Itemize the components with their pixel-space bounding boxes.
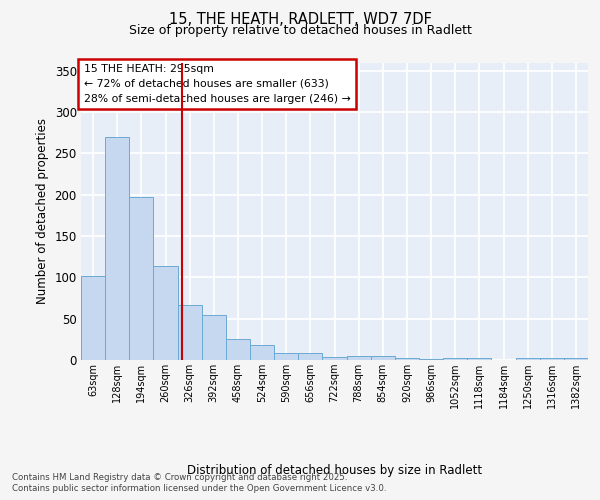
Bar <box>347 356 371 360</box>
Bar <box>395 358 419 360</box>
Y-axis label: Number of detached properties: Number of detached properties <box>36 118 49 304</box>
Bar <box>178 304 202 360</box>
Text: 15, THE HEATH, RADLETT, WD7 7DF: 15, THE HEATH, RADLETT, WD7 7DF <box>169 12 431 28</box>
X-axis label: Distribution of detached houses by size in Radlett: Distribution of detached houses by size … <box>187 464 482 477</box>
Text: Contains public sector information licensed under the Open Government Licence v3: Contains public sector information licen… <box>12 484 386 493</box>
Text: Size of property relative to detached houses in Radlett: Size of property relative to detached ho… <box>128 24 472 37</box>
Bar <box>443 358 467 360</box>
Bar <box>540 358 564 360</box>
Bar <box>226 338 250 360</box>
Bar <box>371 356 395 360</box>
Text: 15 THE HEATH: 295sqm
← 72% of detached houses are smaller (633)
28% of semi-deta: 15 THE HEATH: 295sqm ← 72% of detached h… <box>83 64 350 104</box>
Bar <box>129 197 154 360</box>
Bar <box>467 358 491 360</box>
Bar <box>202 316 226 360</box>
Bar <box>81 276 105 360</box>
Bar <box>515 358 540 360</box>
Bar <box>274 352 298 360</box>
Bar <box>419 359 443 360</box>
Bar <box>154 266 178 360</box>
Bar <box>564 358 588 360</box>
Bar <box>105 137 129 360</box>
Bar <box>298 354 322 360</box>
Bar <box>250 345 274 360</box>
Bar <box>322 356 347 360</box>
Text: Contains HM Land Registry data © Crown copyright and database right 2025.: Contains HM Land Registry data © Crown c… <box>12 472 347 482</box>
